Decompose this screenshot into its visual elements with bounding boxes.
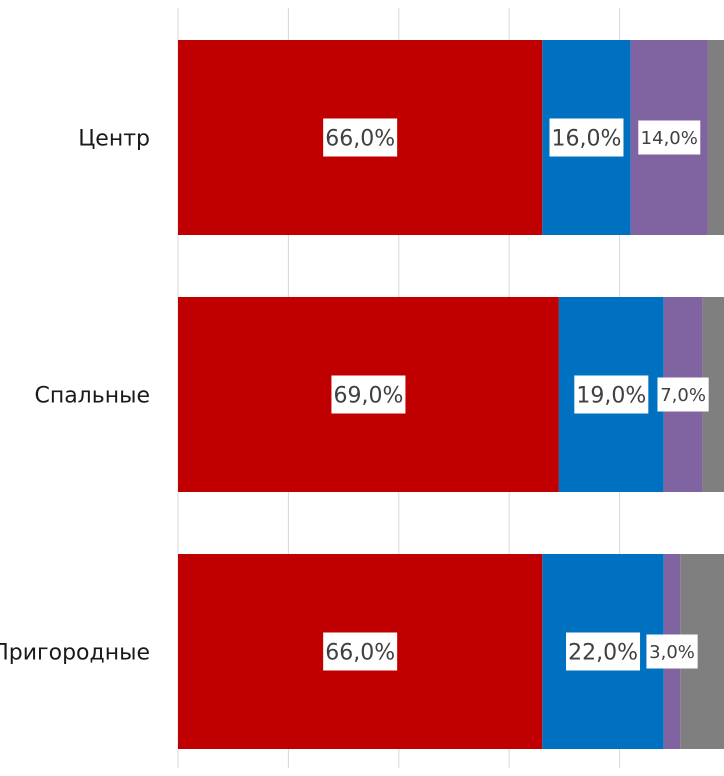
- data-label-text: 16,0%: [552, 126, 622, 151]
- data-label-text: 66,0%: [325, 126, 395, 151]
- data-label-text: 69,0%: [333, 383, 403, 408]
- bar-segment: [707, 40, 724, 235]
- data-label-box: [657, 377, 709, 412]
- category-label: Центр: [78, 127, 150, 152]
- data-label-box: [646, 634, 698, 669]
- data-label-text: 66,0%: [325, 640, 395, 665]
- data-label: 66,0%: [323, 118, 398, 157]
- data-label: 14,0%: [638, 120, 701, 155]
- data-label-box: [331, 375, 406, 414]
- data-label: 69,0%: [331, 375, 406, 414]
- category-label: Спальные: [34, 384, 150, 409]
- data-label: 22,0%: [566, 632, 641, 671]
- data-label-box: [638, 120, 701, 155]
- bar-segment: [702, 297, 724, 492]
- data-label-text: 22,0%: [568, 640, 638, 665]
- data-label: 66,0%: [323, 632, 398, 671]
- data-label: 16,0%: [549, 118, 624, 157]
- data-label-box: [566, 632, 641, 671]
- data-label: 7,0%: [657, 377, 709, 412]
- category-label: Пригородные: [0, 641, 150, 666]
- data-label-box: [323, 118, 398, 157]
- data-label-text: 19,0%: [576, 383, 646, 408]
- category-labels: Центр Спальные Пригородные: [0, 127, 150, 666]
- data-label: 19,0%: [574, 375, 649, 414]
- data-label-text: 14,0%: [641, 128, 698, 149]
- data-label-box: [323, 632, 398, 671]
- data-label-text: 7,0%: [660, 385, 706, 406]
- data-label: 3,0%: [646, 634, 698, 669]
- data-label-box: [574, 375, 649, 414]
- data-labels: 66,0% 16,0% 14,0% 69,0% 19,0% 7,0% 66,0% 22,0% 3…: [323, 118, 709, 671]
- data-label-text: 3,0%: [649, 642, 695, 663]
- data-label-box: [549, 118, 624, 157]
